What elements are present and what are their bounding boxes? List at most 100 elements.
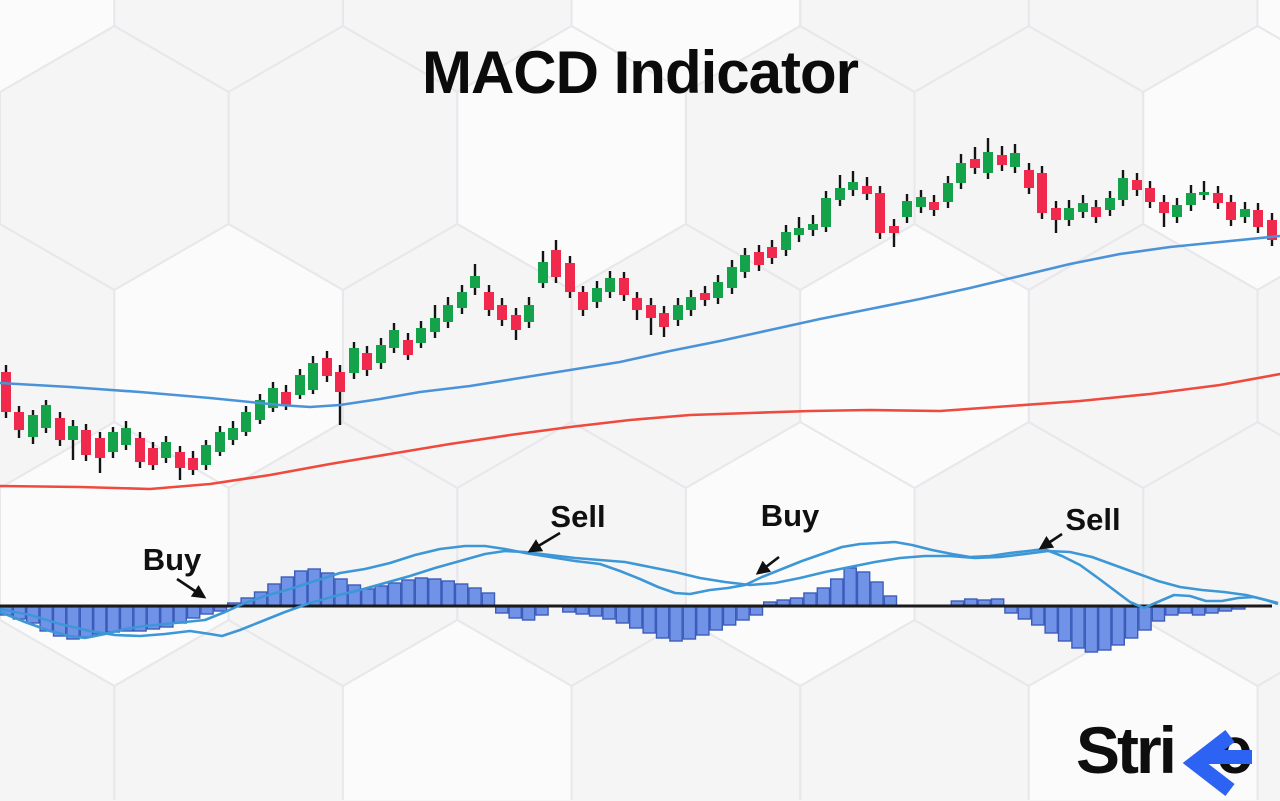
macd-histogram-bar bbox=[1152, 607, 1164, 621]
candlestick bbox=[228, 421, 238, 445]
candle-body-up bbox=[781, 232, 791, 250]
candle-body-up bbox=[605, 278, 615, 292]
sell-signal-arrow-icon bbox=[1041, 534, 1062, 548]
candlestick bbox=[511, 308, 521, 340]
candle-body-up bbox=[41, 405, 51, 428]
candle-body-down bbox=[659, 313, 669, 327]
candlestick bbox=[1132, 173, 1142, 196]
candle-body-down bbox=[81, 430, 91, 455]
candlestick bbox=[673, 298, 683, 326]
candle-body-down bbox=[1145, 188, 1155, 202]
candle-body-up bbox=[524, 305, 534, 322]
candlestick bbox=[1213, 186, 1223, 209]
candlestick bbox=[902, 194, 912, 223]
macd-histogram-bar bbox=[683, 607, 695, 639]
candlestick bbox=[1240, 202, 1250, 223]
candlestick bbox=[484, 285, 494, 316]
macd-histogram-bar bbox=[1018, 607, 1030, 619]
candle-body-down bbox=[646, 305, 656, 318]
candlestick bbox=[1186, 185, 1196, 211]
candle-body-up bbox=[389, 330, 399, 348]
candlestick bbox=[551, 240, 561, 283]
candlestick bbox=[443, 297, 453, 328]
candlestick bbox=[497, 298, 507, 326]
macd-histogram-bar bbox=[603, 607, 615, 619]
candlestick bbox=[349, 342, 359, 379]
candlestick bbox=[929, 195, 939, 216]
candle-body-down bbox=[403, 340, 413, 355]
candlestick bbox=[619, 272, 629, 301]
candlestick bbox=[1172, 198, 1182, 223]
macd-histogram-bar bbox=[174, 607, 186, 623]
candlestick bbox=[1, 365, 11, 418]
candlestick bbox=[201, 440, 211, 470]
candlestick bbox=[808, 215, 818, 236]
candle-body-down bbox=[55, 418, 65, 440]
candle-body-up bbox=[686, 297, 696, 310]
macd-histogram-bar bbox=[710, 607, 722, 630]
candle-body-down bbox=[1226, 202, 1236, 220]
macd-histogram-bar bbox=[1112, 607, 1124, 645]
candle-body-down bbox=[362, 353, 372, 370]
candlestick bbox=[1159, 195, 1169, 227]
candle-body-up bbox=[470, 276, 480, 288]
candlestick bbox=[241, 406, 251, 436]
candlestick bbox=[659, 306, 669, 337]
candlestick bbox=[727, 260, 737, 294]
candlestick bbox=[997, 146, 1007, 171]
candle-body-down bbox=[970, 159, 980, 168]
candlestick bbox=[362, 346, 372, 376]
candlestick bbox=[1253, 203, 1263, 233]
candlestick bbox=[148, 442, 158, 470]
macd-histogram-bar bbox=[456, 584, 468, 606]
macd-histogram-bar bbox=[643, 607, 655, 633]
candle-body-down bbox=[1024, 170, 1034, 188]
candle-body-down bbox=[497, 305, 507, 320]
macd-histogram-bar bbox=[1085, 607, 1097, 652]
macd-histogram-bar bbox=[1139, 607, 1151, 630]
candlestick bbox=[403, 333, 413, 360]
macd-histogram-bar bbox=[871, 582, 883, 606]
macd-histogram-bar bbox=[858, 572, 870, 606]
macd-histogram-bar bbox=[804, 593, 816, 606]
candle-body-up bbox=[1172, 205, 1182, 217]
logo-text-prefix: Stri bbox=[1076, 713, 1174, 787]
candle-body-down bbox=[565, 263, 575, 292]
candle-body-down bbox=[889, 226, 899, 233]
candle-body-up bbox=[108, 432, 118, 452]
candlestick bbox=[55, 412, 65, 446]
candlestick bbox=[578, 286, 588, 316]
candle-body-down bbox=[281, 392, 291, 405]
macd-histogram-bar bbox=[442, 581, 454, 606]
candlestick bbox=[835, 175, 845, 206]
candlestick bbox=[875, 186, 885, 239]
candlestick bbox=[215, 426, 225, 456]
candle-body-up bbox=[983, 152, 993, 173]
candle-body-up bbox=[241, 412, 251, 432]
candlestick bbox=[255, 394, 265, 424]
macd-histogram-bar bbox=[1206, 607, 1218, 613]
candle-body-down bbox=[1, 372, 11, 412]
macd-histogram-bar bbox=[469, 588, 481, 606]
candlestick bbox=[121, 421, 131, 450]
candlestick bbox=[848, 171, 858, 196]
macd-histogram-bar bbox=[724, 607, 736, 625]
candlestick bbox=[1226, 195, 1236, 226]
candle-body-down bbox=[135, 438, 145, 462]
candle-body-down bbox=[95, 438, 105, 458]
candle-body-up bbox=[1010, 153, 1020, 167]
candle-body-down bbox=[1253, 210, 1263, 227]
candlestick bbox=[470, 264, 480, 295]
macd-histogram-bar bbox=[1166, 607, 1178, 615]
candle-body-up bbox=[215, 432, 225, 452]
candle-body-up bbox=[673, 305, 683, 320]
candle-body-down bbox=[862, 186, 872, 194]
candle-body-down bbox=[322, 358, 332, 376]
candlestick bbox=[1091, 200, 1101, 223]
candle-body-up bbox=[1240, 209, 1250, 217]
macd-histogram-bar bbox=[590, 607, 602, 616]
candlestick bbox=[175, 446, 185, 480]
candlestick bbox=[308, 356, 318, 394]
